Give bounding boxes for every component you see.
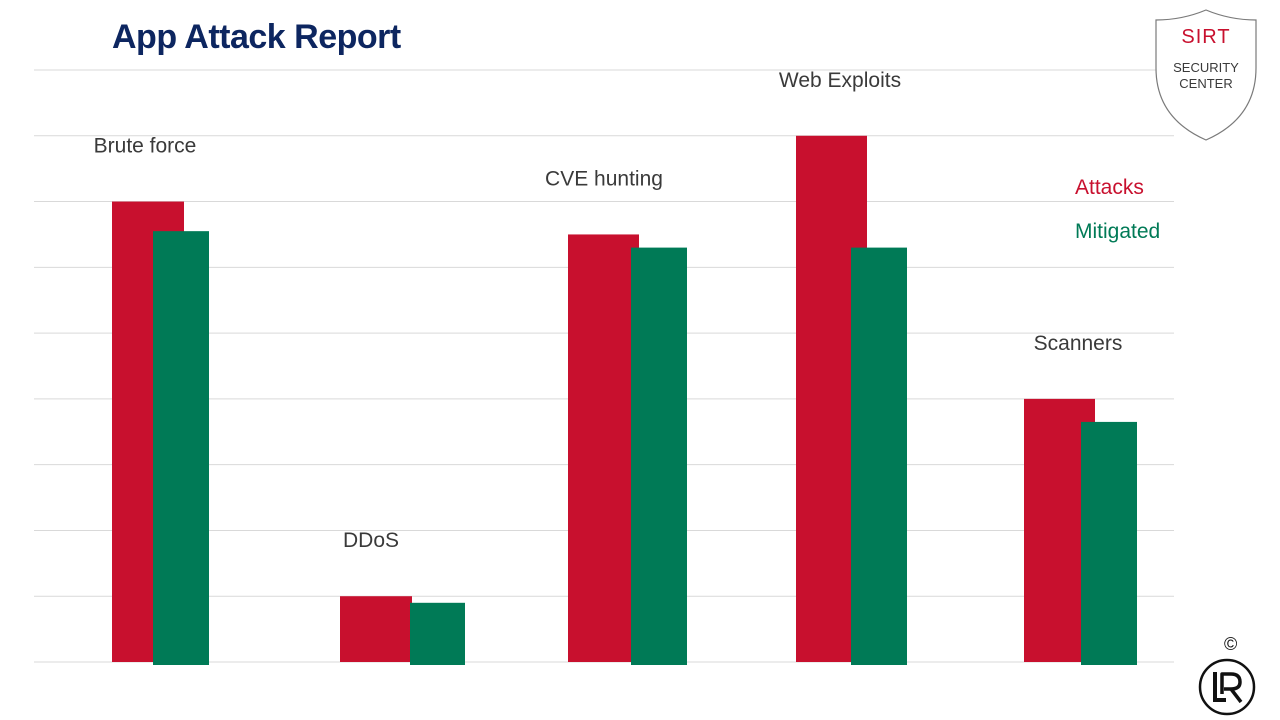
category-label-cve-hunting: CVE hunting: [545, 167, 663, 190]
badge-sirt-text: SIRT: [1181, 26, 1231, 48]
bar-attacks-ddos: [340, 596, 412, 662]
bar-mitigated-ddos: [410, 602, 465, 665]
page-title: App Attack Report: [112, 18, 401, 56]
shield-icon: [1155, 9, 1257, 141]
bar-mitigated-web-exploits: [851, 247, 907, 665]
bar-mitigated-cve-hunting: [631, 247, 687, 665]
bar-mitigated-scanners: [1081, 421, 1137, 665]
legend-attacks: Attacks: [1075, 176, 1144, 199]
bar-mitigated-brute-force: [153, 231, 209, 665]
copyright-symbol: ©: [1224, 634, 1238, 654]
badge-line-2: CENTER: [1179, 76, 1233, 91]
category-label-web-exploits: Web Exploits: [779, 69, 901, 92]
category-label-ddos: DDoS: [343, 529, 399, 552]
badge-line-1: SECURITY: [1173, 60, 1239, 75]
category-label-scanners: Scanners: [1034, 332, 1123, 355]
bars: [112, 135, 1137, 665]
category-label-brute-force: Brute force: [94, 135, 197, 158]
badge-subtitle: SECURITY CENTER: [1152, 60, 1260, 92]
bar-attacks-cve-hunting: [568, 234, 639, 662]
legend-mitigated: Mitigated: [1075, 220, 1161, 243]
category-labels: Brute force DDoS CVE hunting Web Exploits Sc…: [94, 69, 1123, 552]
lr-logo-icon: [1198, 658, 1256, 716]
